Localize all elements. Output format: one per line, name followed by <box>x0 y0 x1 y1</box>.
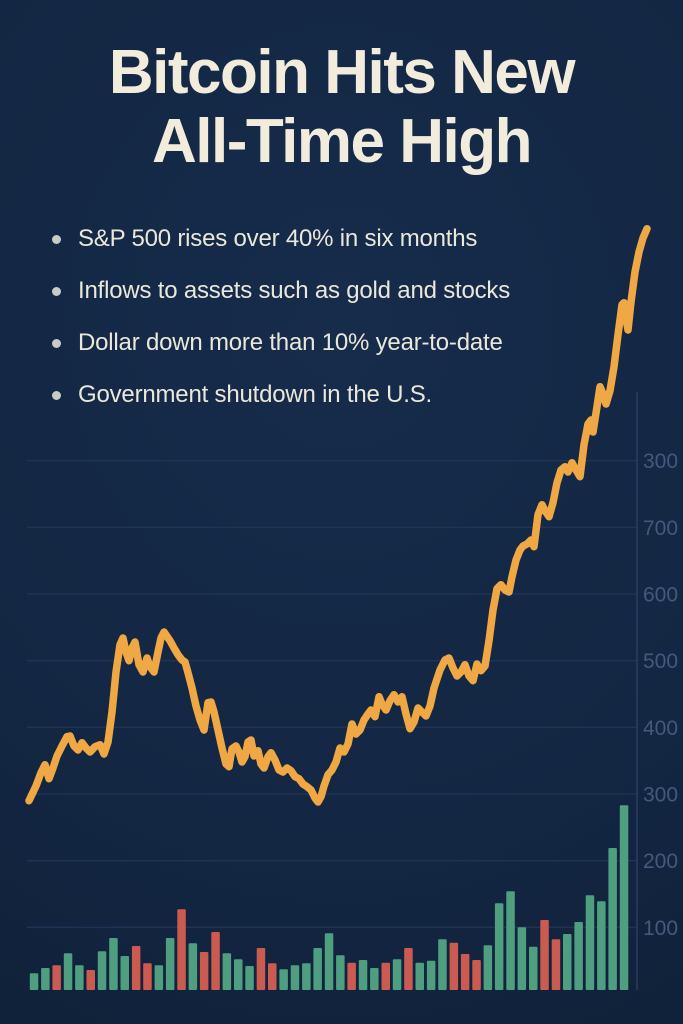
volume-bar <box>211 932 220 990</box>
volume-bar <box>29 973 39 990</box>
volume-bar <box>154 965 164 990</box>
volume-bar <box>517 927 527 990</box>
volume-bar <box>302 963 311 990</box>
price-line <box>25 224 651 806</box>
y-axis-tick-label: 200 <box>643 850 678 873</box>
bullet-item: Dollar down more than 10% year-to-date <box>52 317 510 369</box>
y-axis-tick-label: 700 <box>643 517 678 540</box>
bullet-dot-icon <box>52 390 61 400</box>
volume-bar <box>347 962 356 990</box>
volume-bar <box>120 956 129 990</box>
volume-bar <box>551 939 561 990</box>
y-axis-tick-label: 500 <box>643 650 678 673</box>
page-title: Bitcoin Hits New All-Time High <box>0 38 683 177</box>
volume-bar <box>324 933 334 990</box>
y-axis-tick-label: 100 <box>643 917 678 940</box>
bullet-text: S&P 500 rises over 40% in six months <box>78 225 478 252</box>
volume-bar <box>404 948 413 990</box>
bullet-item: Government shutdown in the U.S. <box>52 369 510 421</box>
volume-bar <box>222 953 232 990</box>
volume-bar <box>199 952 209 990</box>
volume-bar <box>449 942 459 990</box>
volume-bar <box>608 848 617 990</box>
volume-bar <box>234 959 243 990</box>
volume-bar <box>619 805 629 990</box>
bullet-dot-icon <box>52 286 61 296</box>
volume-bar <box>97 951 107 990</box>
volume-bar <box>438 939 447 990</box>
volume-bar <box>415 962 424 990</box>
y-axis-tick-label: 300 <box>643 450 678 473</box>
volume-bar <box>52 965 61 990</box>
bullet-item: S&P 500 rises over 40% in six months <box>52 213 510 265</box>
volume-bar <box>597 901 606 990</box>
volume-bar <box>41 968 50 990</box>
volume-bar <box>483 945 493 990</box>
y-axis-tick-label: 300 <box>643 784 678 807</box>
volume-bar <box>63 953 73 990</box>
volume-bar <box>529 946 538 990</box>
title-line-2: All-Time High <box>152 107 532 177</box>
volume-bar <box>370 968 379 990</box>
volume-bar <box>256 948 266 990</box>
volume-bar <box>574 922 583 990</box>
volume-bar <box>75 965 84 990</box>
bullet-list: S&P 500 rises over 40% in six months Inf… <box>52 213 510 421</box>
volume-bar <box>143 963 152 990</box>
volume-bar <box>177 909 186 990</box>
bullet-text: Inflows to assets such as gold and stock… <box>78 277 511 304</box>
volume-bar <box>381 962 390 990</box>
volume-bar <box>585 895 595 990</box>
volume-bar <box>506 891 515 990</box>
volume-bar <box>245 966 254 990</box>
volume-bar <box>290 965 300 990</box>
bullet-dot-icon <box>52 234 61 244</box>
volume-bar <box>426 960 436 990</box>
volume-bar <box>109 938 118 990</box>
bullet-item: Inflows to assets such as gold and stock… <box>52 265 510 317</box>
volume-bar <box>188 943 198 990</box>
bullet-dot-icon <box>52 338 61 348</box>
volume-bar <box>472 960 481 990</box>
volume-bar <box>358 960 368 990</box>
volume-bar <box>392 959 402 990</box>
volume-bar <box>279 969 288 990</box>
volume-bar <box>165 938 175 990</box>
bullet-text: Dollar down more than 10% year-to-date <box>78 329 503 356</box>
volume-bar <box>131 946 141 990</box>
volume-bar <box>268 963 277 990</box>
volume-bar <box>494 903 504 990</box>
bullet-text: Government shutdown in the U.S. <box>78 381 432 408</box>
volume-bar <box>313 948 322 990</box>
volume-bar <box>336 955 345 990</box>
volume-bar <box>540 920 549 990</box>
volume-bar <box>86 970 95 990</box>
title-line-1: Bitcoin Hits New <box>108 38 576 107</box>
volume-bar <box>460 954 470 990</box>
y-axis-tick-label: 400 <box>643 717 678 740</box>
y-axis-tick-label: 600 <box>643 584 678 607</box>
volume-bar <box>563 934 572 990</box>
